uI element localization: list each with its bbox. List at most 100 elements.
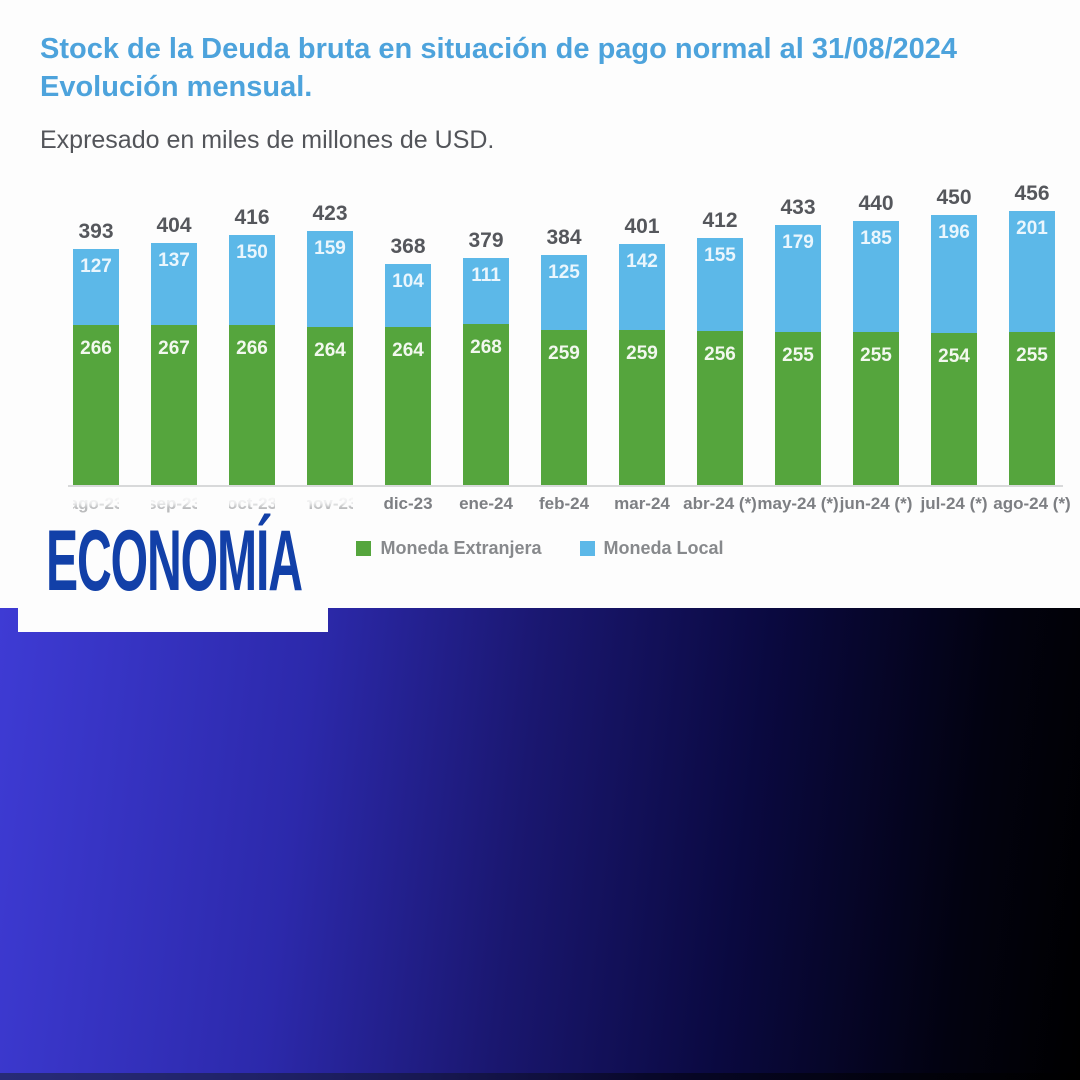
extranjera-segment: 259 <box>541 329 587 485</box>
section-label: ECONOMÍA <box>46 513 303 609</box>
local-segment: 142 <box>619 244 665 330</box>
legend-item: Moneda Extranjera <box>356 538 542 559</box>
legend-swatch-icon <box>579 541 595 556</box>
legend-swatch-icon <box>356 541 372 556</box>
extranjera-segment: 264 <box>307 326 353 485</box>
legend-label: Moneda Extranjera <box>380 538 542 558</box>
extranjera-value-label: 255 <box>1016 345 1048 366</box>
chart-title-line2: Evolución mensual. <box>40 71 313 103</box>
bar-column: 404 137 267 <box>151 214 197 485</box>
headline-panel: LA DEUDA DEL ESTADO NACIONAL LLEGÓ AL RÉ… <box>0 608 1080 1080</box>
local-value-label: 104 <box>392 271 424 293</box>
extranjera-segment: 268 <box>463 324 509 485</box>
x-axis-label: mar-24 <box>614 494 670 513</box>
x-axis-label: jun-24 (*) <box>839 494 913 513</box>
local-segment: 104 <box>385 264 431 327</box>
extranjera-segment: 259 <box>619 329 665 485</box>
bar-column: 416 150 266 <box>229 206 275 485</box>
bar-column: 401 142 259 <box>619 215 665 485</box>
extranjera-value-label: 255 <box>860 345 892 366</box>
extranjera-segment: 254 <box>931 332 977 485</box>
x-axis-label: oct-23 <box>226 494 278 513</box>
extranjera-segment: 267 <box>151 324 197 485</box>
local-value-label: 185 <box>860 228 892 249</box>
extranjera-value-label: 259 <box>548 342 580 364</box>
extranjera-value-label: 266 <box>80 338 112 360</box>
total-label: 416 <box>234 206 270 230</box>
extranjera-value-label: 264 <box>314 339 346 361</box>
local-segment: 179 <box>775 224 821 332</box>
extranjera-segment: 255 <box>853 332 899 485</box>
local-value-label: 159 <box>314 238 346 260</box>
bar-column: 423 159 264 <box>307 202 353 485</box>
local-value-label: 201 <box>1016 218 1048 240</box>
extranjera-value-label: 259 <box>626 342 658 364</box>
x-axis-label: feb-24 <box>538 494 590 513</box>
white-notch <box>18 608 328 632</box>
extranjera-value-label: 255 <box>782 345 814 366</box>
x-axis-label: may-24 (*) <box>757 494 839 513</box>
local-value-label: 196 <box>938 222 970 244</box>
chart-title-line1: Stock de la Deuda bruta en situación de … <box>40 33 958 65</box>
x-axis-label: abr-24 (*) <box>683 494 757 513</box>
x-axis-labels: ago-23 sep-23 oct-23 nov-23 dic-23 ene-24 feb-… <box>68 494 1071 514</box>
extranjera-segment: 256 <box>697 331 743 485</box>
bar-column: 433 179 255 <box>775 196 821 485</box>
bar-column: 440 185 255 <box>853 192 899 485</box>
legend-item: Moneda Local <box>579 538 724 559</box>
local-segment: 125 <box>541 254 587 330</box>
local-segment: 137 <box>151 242 197 325</box>
chart-panel: Stock de la Deuda bruta en situación de … <box>0 30 1080 609</box>
chart-subtitle: Expresado en miles de millones de USD. <box>40 126 495 154</box>
x-axis-label: ene-24 <box>459 494 513 513</box>
total-label: 456 <box>1014 182 1050 206</box>
bar-column: 450 196 254 <box>931 186 977 485</box>
local-segment: 196 <box>931 215 977 333</box>
local-segment: 185 <box>853 221 899 332</box>
bar-column: 379 111 268 <box>463 229 509 485</box>
bar-column: 456 201 255 <box>1009 182 1055 485</box>
extranjera-value-label: 266 <box>236 338 268 360</box>
local-value-label: 155 <box>704 245 736 267</box>
local-value-label: 125 <box>548 261 580 283</box>
total-label: 393 <box>78 220 114 244</box>
x-axis-label: ago-24 (*) <box>993 494 1071 513</box>
local-segment: 127 <box>73 249 119 326</box>
x-axis-label: jul-24 (*) <box>920 494 988 513</box>
total-label: 440 <box>858 192 894 215</box>
legend-label: Moneda Local <box>603 538 724 558</box>
x-axis-label: ago-23 <box>68 494 124 513</box>
x-axis-line <box>68 485 1063 487</box>
extranjera-segment: 266 <box>73 325 119 485</box>
chart-title: Stock de la Deuda bruta en situación de … <box>40 30 957 106</box>
local-segment: 150 <box>229 235 275 326</box>
local-segment: 155 <box>697 238 743 332</box>
extranjera-value-label: 267 <box>158 337 190 359</box>
bar-column: 412 155 256 <box>697 209 743 485</box>
local-value-label: 111 <box>471 264 501 286</box>
extranjera-segment: 264 <box>385 326 431 485</box>
extranjera-segment: 266 <box>229 325 275 485</box>
local-segment: 159 <box>307 231 353 327</box>
x-axis-label: nov-23 <box>302 494 358 513</box>
local-value-label: 127 <box>80 256 112 278</box>
extranjera-value-label: 268 <box>470 337 502 359</box>
local-value-label: 137 <box>158 249 190 271</box>
total-label: 379 <box>468 228 504 252</box>
extranjera-value-label: 256 <box>704 344 736 366</box>
total-label: 384 <box>546 225 582 249</box>
total-label: 433 <box>780 195 816 219</box>
bar-chart: 393 127 266 404 137 267 416 150 266 423 159 264 368 1… <box>73 178 1055 485</box>
x-axis-label: sep-23 <box>147 494 201 513</box>
bar-column: 368 104 264 <box>385 235 431 485</box>
total-label: 401 <box>624 215 660 239</box>
extranjera-value-label: 254 <box>938 345 970 367</box>
local-value-label: 179 <box>782 231 814 253</box>
extranjera-value-label: 264 <box>392 339 424 361</box>
local-segment: 111 <box>463 257 509 325</box>
local-segment: 201 <box>1009 211 1055 332</box>
local-value-label: 150 <box>236 242 268 264</box>
extranjera-segment: 255 <box>775 332 821 485</box>
chart-legend: Moneda Extranjera Moneda Local <box>0 538 1080 559</box>
